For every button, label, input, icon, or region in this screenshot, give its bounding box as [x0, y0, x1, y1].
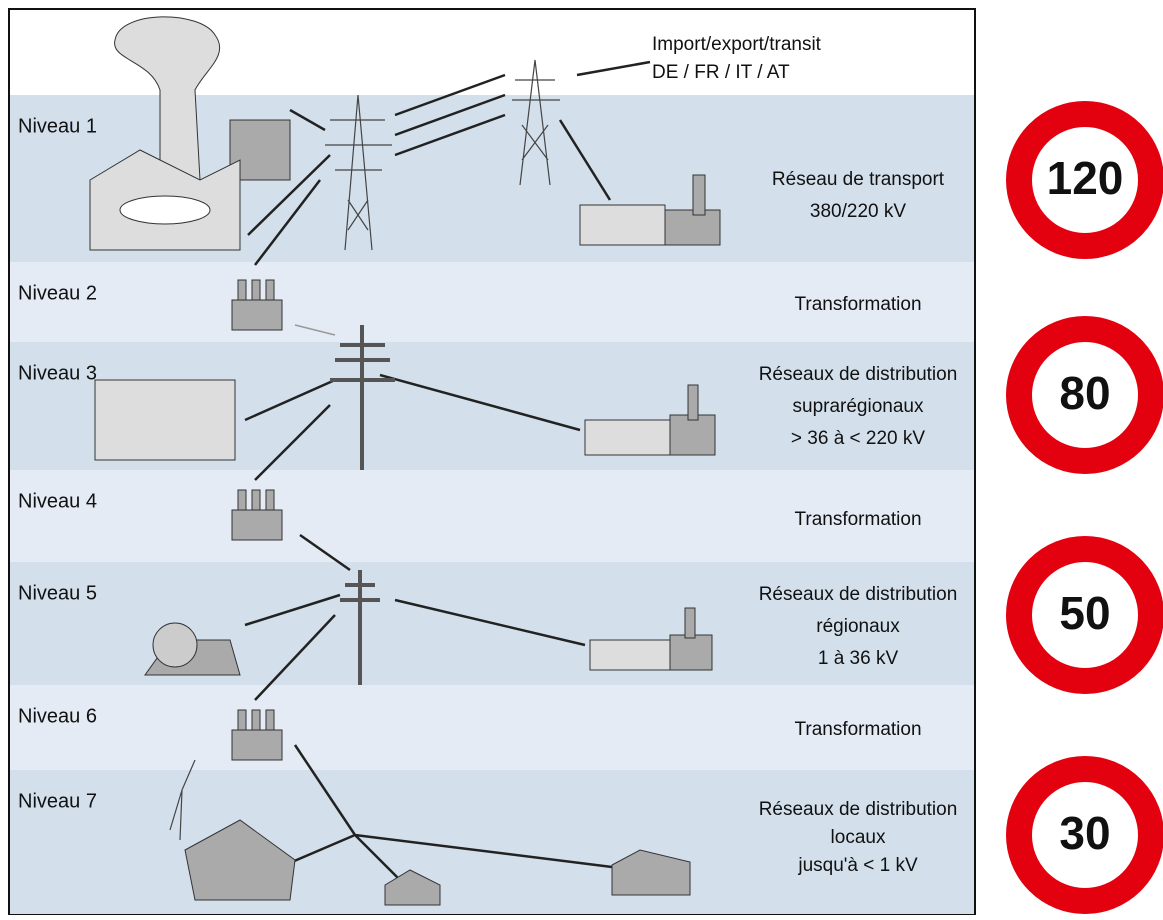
- level-description: > 36 à < 220 kV: [791, 428, 925, 449]
- speed-value: 30: [1059, 807, 1110, 859]
- level-description: Réseaux de distribution: [759, 364, 958, 385]
- level-label: Niveau 2: [18, 282, 97, 304]
- speed-value: 80: [1059, 367, 1110, 419]
- level-label: Niveau 4: [18, 490, 97, 512]
- speed-value: 120: [1047, 152, 1124, 204]
- wheel: [153, 623, 197, 667]
- level-description: Réseaux de distribution: [759, 584, 958, 605]
- level-label: Niveau 3: [18, 362, 97, 384]
- level-description: Transformation: [794, 294, 921, 315]
- import-text: Import/export/transit: [652, 34, 822, 55]
- level-label: Niveau 1: [18, 115, 97, 137]
- diagram: Niveau 1 Réseau de transport 380/220 kV Niv…: [0, 0, 1163, 915]
- level-description: Réseaux de distribution: [759, 799, 958, 820]
- level-description: 380/220 kV: [810, 201, 906, 222]
- speed-value: 50: [1059, 587, 1110, 639]
- level-description: Transformation: [794, 509, 921, 530]
- lake: [120, 196, 210, 224]
- level-label: Niveau 7: [18, 790, 97, 812]
- level-description: jusqu'à < 1 kV: [797, 855, 918, 876]
- hydro-plant: [95, 380, 235, 460]
- level-description: 1 à 36 kV: [818, 648, 899, 669]
- level-label: Niveau 5: [18, 582, 97, 604]
- import-text: DE / FR / IT / AT: [652, 62, 790, 83]
- level-description: suprarégionaux: [793, 396, 924, 417]
- level-description: locaux: [831, 827, 886, 848]
- level-description: Réseau de transport: [772, 169, 945, 190]
- level-description: régionaux: [816, 616, 900, 637]
- level-label: Niveau 6: [18, 705, 97, 727]
- level-description: Transformation: [794, 719, 921, 740]
